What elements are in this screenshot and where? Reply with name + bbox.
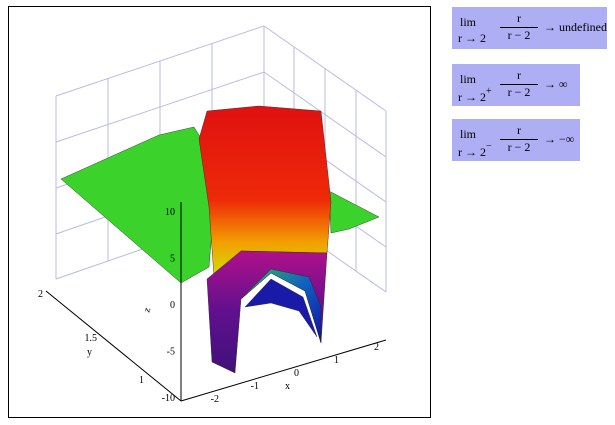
d: r − 2 — [507, 140, 531, 154]
d: r − 2 — [507, 28, 531, 42]
res: → undefined — [544, 20, 607, 34]
tick-label: 5 — [170, 254, 175, 265]
limit-box: lim r → 2+ r r − 2 → ∞ — [452, 64, 580, 106]
lim: lim — [460, 72, 477, 86]
surface — [60, 105, 380, 374]
axes — [45, 202, 387, 402]
subtxt: r → 2 — [458, 90, 486, 104]
n: r — [500, 68, 538, 85]
tick-label: -10 — [162, 393, 175, 404]
tick-label: 1 — [334, 355, 339, 366]
tick-label: 10 — [165, 207, 175, 218]
lim: lim — [460, 127, 477, 141]
plot-frame: 10 5 0 -5 -10 -2 -1 0 1 2 2 1.5 1 z x y — [8, 6, 431, 418]
tick-label: 0 — [294, 368, 299, 379]
limit-sub: r → 2 — [458, 31, 486, 46]
limit-sub: r → 2+ — [458, 86, 492, 105]
tick-label: -2 — [211, 394, 219, 405]
tick-label: 1 — [139, 375, 144, 386]
tick-label: 1.5 — [85, 333, 98, 344]
d: r − 2 — [507, 85, 531, 99]
z-axis-label: z — [141, 306, 153, 314]
lim: lim — [460, 15, 477, 29]
limit-sub: r → 2− — [458, 141, 492, 160]
res: → ∞ — [544, 77, 568, 91]
tick-label: -5 — [167, 347, 175, 358]
sup: + — [486, 86, 492, 97]
tick-label: 2 — [38, 289, 43, 300]
subtxt: r → 2 — [458, 31, 486, 45]
y-axis-label: y — [87, 347, 92, 358]
n: r — [500, 123, 538, 140]
subtxt: r → 2 — [458, 145, 486, 159]
sup: − — [486, 141, 492, 152]
res: → −∞ — [544, 132, 575, 146]
tick-label: -1 — [251, 381, 259, 392]
y-axis — [45, 290, 182, 402]
tick-label: 2 — [374, 342, 379, 353]
n: r — [500, 11, 538, 28]
tick-label: 0 — [170, 300, 175, 311]
limit-box: lim r → 2− r r − 2 → −∞ — [452, 119, 580, 161]
x-axis-label: x — [285, 381, 290, 392]
x-axis — [180, 339, 387, 402]
